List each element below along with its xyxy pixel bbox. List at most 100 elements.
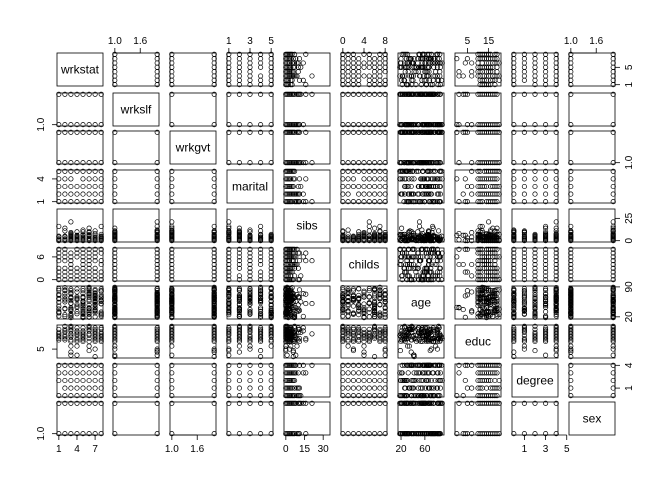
data-point (437, 51, 443, 57)
panel-frame (568, 169, 616, 204)
data-point (366, 385, 372, 391)
panel-marital-vs-wrkslf (112, 168, 160, 205)
data-point (521, 343, 527, 349)
data-point (511, 82, 517, 88)
data-point (511, 168, 517, 174)
data-point (211, 183, 217, 190)
tick-label: 0 (36, 276, 47, 282)
data-point (356, 191, 362, 197)
data-point (340, 160, 346, 166)
panel-age-vs-wrkstat (56, 284, 104, 321)
data-point (377, 199, 383, 205)
panel-wrkstat-vs-degree (511, 51, 559, 88)
tick-label: 1 (624, 81, 635, 87)
data-point (300, 254, 306, 260)
data-point (416, 129, 422, 135)
data-point (361, 129, 367, 135)
data-point (285, 129, 291, 135)
data-point (511, 183, 517, 190)
data-point (494, 129, 500, 135)
data-point (475, 168, 481, 174)
data-point (416, 64, 422, 70)
panel-frame (56, 130, 104, 165)
data-point (372, 238, 378, 244)
data-point (425, 91, 432, 97)
data-point (86, 183, 92, 190)
data-point (350, 91, 356, 97)
data-point (366, 228, 372, 234)
data-point (298, 183, 304, 190)
data-point (285, 82, 291, 88)
data-point (405, 191, 411, 197)
data-point (409, 191, 415, 197)
data-point (86, 265, 92, 271)
data-point (421, 238, 427, 244)
data-point (350, 385, 356, 391)
data-point (403, 199, 409, 205)
data-point (382, 129, 388, 135)
tick-label: 1.0 (36, 426, 47, 440)
data-point (456, 370, 462, 376)
panel-frame (56, 401, 104, 436)
data-point (532, 122, 538, 128)
data-point (372, 160, 378, 166)
data-point (568, 168, 574, 174)
data-point (432, 60, 438, 66)
data-point (247, 234, 253, 240)
data-point (399, 129, 405, 135)
data-point (62, 129, 68, 135)
data-point (247, 232, 253, 238)
data-point (247, 236, 253, 242)
data-point (483, 91, 490, 97)
data-point (62, 228, 68, 234)
panel-frame (283, 130, 331, 165)
data-point (86, 191, 92, 197)
panel-wrkslf-vs-marital (226, 91, 274, 128)
panel-frame (340, 401, 388, 436)
tick-label: 5 (624, 64, 635, 70)
data-point (494, 69, 500, 75)
data-point (300, 191, 306, 197)
data-point (419, 199, 425, 205)
data-point (377, 129, 383, 135)
data-point (295, 91, 301, 97)
data-point (296, 287, 303, 293)
data-point (543, 176, 549, 182)
data-point (283, 129, 289, 135)
data-point (496, 160, 502, 166)
panel-sibs-vs-age (397, 208, 445, 244)
data-point (521, 183, 527, 190)
data-point (490, 183, 496, 190)
data-point (568, 122, 574, 128)
data-point (92, 385, 98, 391)
data-point (553, 176, 559, 182)
data-point (610, 176, 616, 182)
data-point (247, 377, 253, 384)
data-point (350, 168, 356, 174)
tick-label: 5 (268, 36, 274, 47)
data-point (293, 56, 299, 62)
data-point (86, 238, 92, 244)
tick-label: 1 (522, 444, 528, 455)
data-point (366, 314, 372, 320)
data-point (350, 236, 356, 242)
tick-label: 1 (226, 36, 232, 47)
data-point (377, 377, 383, 384)
data-point (303, 129, 309, 135)
data-point (366, 91, 372, 97)
data-point (258, 348, 264, 354)
data-point (553, 91, 559, 97)
data-point (86, 338, 92, 345)
panel-frame (397, 92, 445, 127)
data-point (456, 261, 462, 268)
data-point (345, 73, 351, 79)
data-point (372, 191, 378, 197)
data-point (397, 64, 403, 70)
data-point (568, 160, 574, 166)
data-point (486, 69, 492, 75)
data-point (488, 122, 494, 128)
data-point (437, 64, 443, 70)
data-point (112, 82, 118, 88)
panel-degree-vs-degree: degree (511, 363, 559, 398)
data-point (402, 160, 408, 166)
